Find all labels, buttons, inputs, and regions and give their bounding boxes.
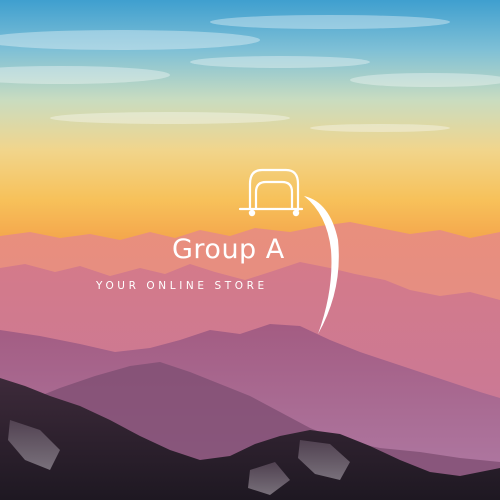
tagline: YOUR ONLINE STORE	[96, 280, 268, 292]
brand-name: Group A	[172, 234, 285, 265]
